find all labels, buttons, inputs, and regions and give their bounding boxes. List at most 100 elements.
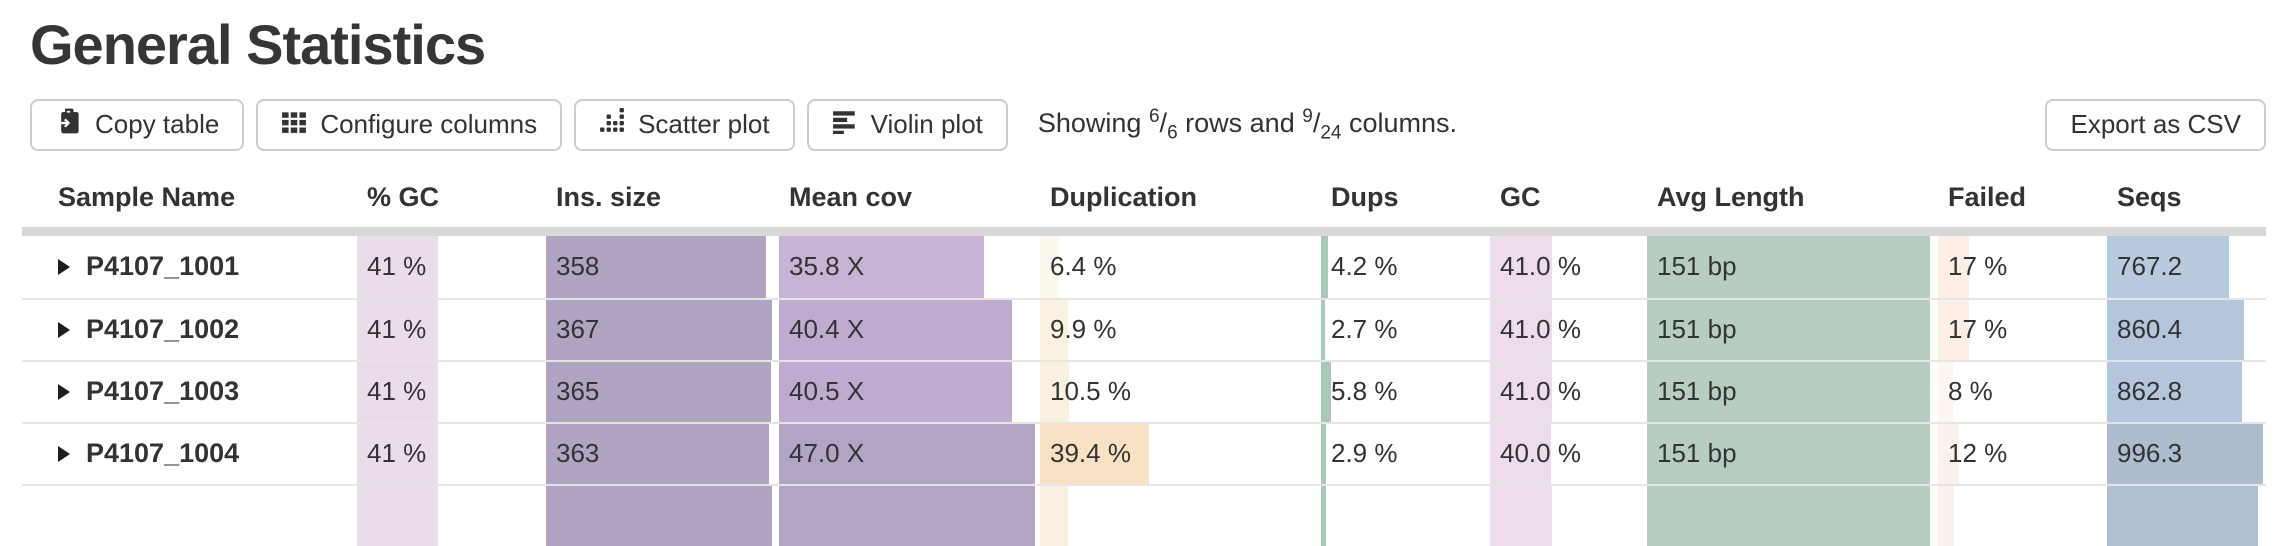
value-cell: [2107, 485, 2266, 546]
sample-name-cell[interactable]: P4107_1004: [22, 424, 352, 484]
cell-value: 41 %: [367, 314, 427, 345]
value-cell: 41.0 %: [1490, 299, 1642, 360]
value-bar: [779, 235, 984, 298]
configure-columns-button[interactable]: Configure columns: [256, 98, 563, 151]
value-bar: [2107, 235, 2230, 298]
value-cell: 41.0 %: [1490, 361, 1642, 422]
cell-value: 862.8: [2117, 376, 2183, 407]
expand-triangle-icon[interactable]: [58, 383, 70, 400]
column-header-mean-cov[interactable]: Mean cov: [789, 182, 913, 213]
value-cell: 767.2: [2107, 235, 2266, 298]
value-bar: [1938, 361, 1953, 422]
value-cell: 41 %: [357, 423, 541, 484]
value-cell: 12 %: [1938, 423, 2102, 484]
expand-triangle-icon[interactable]: [58, 445, 70, 462]
column-header-sample-name[interactable]: Sample Name: [58, 182, 236, 213]
column-header-failed[interactable]: Failed: [1948, 182, 2027, 213]
value-bar: [2107, 361, 2243, 422]
cell-value: 47.0 X: [789, 438, 865, 469]
sample-name: P4107_1004: [86, 438, 240, 469]
scatter-plot-button[interactable]: Scatter plot: [574, 98, 795, 151]
value-bar: [2107, 299, 2244, 360]
value-cell: [357, 485, 541, 546]
sample-name-cell[interactable]: [22, 486, 352, 546]
value-cell: 4.2 %: [1321, 235, 1485, 298]
value-bar: [1321, 299, 1326, 360]
value-bar: [1490, 485, 1553, 546]
value-cell: 41.0 %: [1490, 235, 1642, 298]
cols-shown: 9: [1302, 105, 1313, 127]
expand-triangle-icon[interactable]: [58, 258, 70, 275]
value-cell: 367: [546, 299, 774, 360]
rows-shown: 6: [1148, 105, 1160, 127]
value-bar: [546, 423, 770, 484]
value-bar: [1040, 485, 1068, 546]
cell-value: 151 bp: [1657, 251, 1737, 282]
cell-value: 367: [556, 314, 600, 345]
value-cell: 17 %: [1938, 235, 2102, 298]
violin-plot-button[interactable]: Violin plot: [806, 98, 1008, 151]
sample-name-cell[interactable]: P4107_1003: [22, 362, 352, 422]
cell-value: 2.7 %: [1331, 314, 1398, 345]
value-bar: [1321, 485, 1326, 546]
sample-name-cell[interactable]: P4107_1001: [22, 236, 352, 298]
value-bar: [1040, 235, 1060, 298]
value-cell: [1647, 485, 1933, 546]
value-cell: 10.5 %: [1040, 361, 1316, 422]
table-row: P4107_1002 41 % 367 40.4 X 9.9 % 2.7 % 41.0 % 1…: [22, 297, 2266, 360]
value-bar: [357, 485, 438, 546]
column-header-avg-length[interactable]: Avg Length: [1657, 182, 1805, 213]
cell-value: 17 %: [1948, 251, 2008, 282]
header-divider-band: [22, 226, 2266, 236]
cell-value: 151 bp: [1657, 376, 1737, 407]
cell-value: 41.0 %: [1500, 314, 1581, 345]
cell-value: 41 %: [367, 251, 427, 282]
value-cell: 151 bp: [1647, 423, 1933, 484]
value-bar: [546, 299, 772, 360]
value-bar: [1490, 423, 1551, 484]
value-bar: [1938, 485, 1955, 546]
violin-icon: [832, 108, 858, 141]
cell-value: 151 bp: [1657, 314, 1737, 345]
expand-triangle-icon[interactable]: [58, 321, 70, 338]
table-toolbar: Copy table Configure columns: [30, 98, 2266, 151]
value-bar: [1647, 299, 1931, 360]
cell-value: 365: [556, 376, 600, 407]
column-header-ins-size[interactable]: Ins. size: [556, 182, 662, 213]
value-bar: [1321, 235, 1328, 298]
table-row: P4107_1003 41 % 365 40.5 X 10.5 % 5.8 % 41.0 %…: [22, 359, 2266, 422]
value-bar: [1938, 423, 1960, 484]
table-row: P4107_1004 41 % 363 47.0 X 39.4 % 2.9 % 40.0 %…: [22, 421, 2266, 484]
cell-value: 363: [556, 438, 600, 469]
column-header-gc[interactable]: GC: [1500, 182, 1541, 213]
column-header-duplication[interactable]: Duplication: [1050, 182, 1197, 213]
sample-name: P4107_1003: [86, 376, 240, 407]
grid-icon: [281, 108, 307, 141]
clipboard-icon: [55, 107, 82, 142]
export-csv-label: Export as CSV: [2070, 109, 2241, 140]
value-cell: 860.4: [2107, 299, 2266, 360]
copy-table-button[interactable]: Copy table: [30, 98, 245, 151]
value-cell: 40.4 X: [779, 299, 1035, 360]
value-bar: [1647, 235, 1931, 298]
column-header-seqs[interactable]: Seqs: [2117, 182, 2182, 213]
sample-name-cell[interactable]: P4107_1002: [22, 300, 352, 360]
value-cell: [1490, 485, 1642, 546]
value-cell: 35.8 X: [779, 235, 1035, 298]
sample-name: P4107_1002: [86, 314, 240, 345]
cell-value: 5.8 %: [1331, 376, 1398, 407]
value-cell: 151 bp: [1647, 235, 1933, 298]
column-header-dups[interactable]: Dups: [1331, 182, 1399, 213]
value-cell: 41 %: [357, 235, 541, 298]
cell-value: 41.0 %: [1500, 251, 1581, 282]
export-csv-button[interactable]: Export as CSV: [2045, 98, 2266, 151]
value-cell: 2.7 %: [1321, 299, 1485, 360]
cell-value: 358: [556, 251, 600, 282]
table-header-row: Sample Name % GC Ins. size Mean cov Dupl…: [22, 173, 2266, 223]
page-title: General Statistics: [30, 13, 486, 76]
value-bar: [546, 485, 772, 546]
value-cell: 6.4 %: [1040, 235, 1316, 298]
value-bar: [1040, 423, 1150, 484]
value-bar: [1647, 423, 1931, 484]
column-header-pct-gc[interactable]: % GC: [367, 182, 440, 213]
